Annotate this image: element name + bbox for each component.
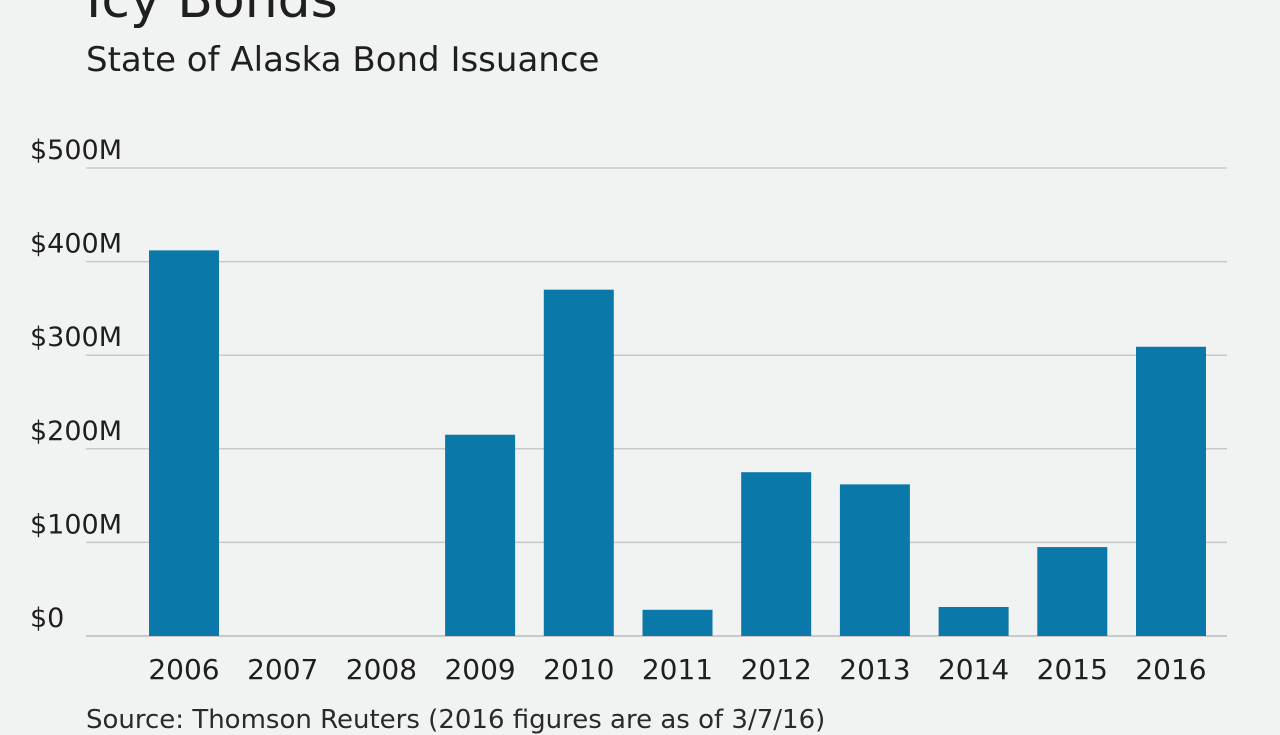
x-tick-label: 2016 xyxy=(1135,653,1206,686)
bar-2010 xyxy=(543,289,614,636)
bar-chart: $0 $100M $200M $300M $400M $500M 2006 2007 2008… xyxy=(30,135,1227,686)
bar-2012 xyxy=(741,472,812,636)
y-axis-ticks: $0 $100M $200M $300M $400M $500M xyxy=(30,135,122,634)
y-tick-label: $200M xyxy=(30,416,122,447)
bar-2006 xyxy=(149,250,219,637)
chart-subtitle: State of Alaska Bond Issuance xyxy=(86,40,600,80)
bar-2014 xyxy=(938,606,1009,636)
chart-title: Icy Bonds xyxy=(86,0,338,30)
x-tick-label: 2011 xyxy=(642,653,713,686)
bar-2016 xyxy=(1136,346,1206,636)
x-tick-label: 2015 xyxy=(1037,653,1108,686)
x-tick-label: 2008 xyxy=(346,653,417,686)
x-tick-label: 2010 xyxy=(543,653,614,686)
bar-2015 xyxy=(1037,547,1108,636)
x-tick-label: 2014 xyxy=(938,653,1009,686)
source-note: Source: Thomson Reuters (2016 figures ar… xyxy=(86,705,826,735)
x-tick-label: 2009 xyxy=(444,653,515,686)
x-tick-label: 2013 xyxy=(839,653,910,686)
bar-2009 xyxy=(445,434,516,636)
bars xyxy=(149,250,1206,637)
y-tick-label: $0 xyxy=(30,603,64,634)
x-tick-label: 2006 xyxy=(148,653,219,686)
x-tick-label: 2007 xyxy=(247,653,318,686)
y-tick-label: $100M xyxy=(30,509,122,540)
y-tick-label: $500M xyxy=(30,135,122,166)
bar-2013 xyxy=(839,484,910,636)
x-axis-ticks: 2006 2007 2008 2009 2010 2011 2012 2013 2014 2015… xyxy=(148,653,1206,686)
x-tick-label: 2012 xyxy=(741,653,812,686)
bar-2011 xyxy=(642,609,713,636)
y-tick-label: $400M xyxy=(30,229,122,260)
y-tick-label: $300M xyxy=(30,322,122,353)
